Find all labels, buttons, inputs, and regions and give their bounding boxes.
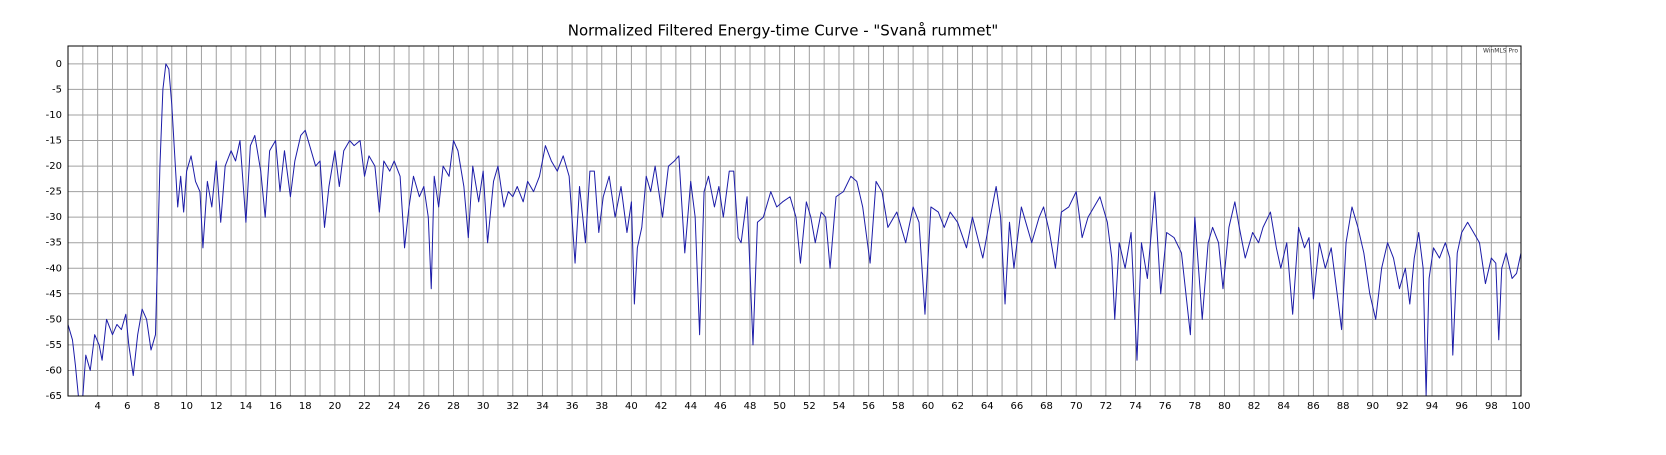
watermark: WinMLS Pro — [1483, 48, 1518, 55]
x-tick-label: 60 — [922, 401, 935, 412]
y-tick-label: -60 — [46, 365, 62, 376]
x-tick-label: 36 — [566, 401, 579, 412]
plot-frame — [67, 45, 1522, 397]
x-tick-label: 90 — [1366, 401, 1379, 412]
x-tick-label: 30 — [477, 401, 490, 412]
x-tick-label: 80 — [1218, 401, 1231, 412]
x-tick-label: 70 — [1070, 401, 1083, 412]
x-tick-label: 68 — [1040, 401, 1053, 412]
x-tick-label: 48 — [744, 401, 757, 412]
y-tick-label: 0 — [56, 59, 62, 70]
x-tick-label: 18 — [299, 401, 312, 412]
x-tick-label: 8 — [154, 401, 160, 412]
grid — [68, 46, 1522, 397]
x-tick-label: 4 — [94, 401, 100, 412]
y-tick-label: -40 — [46, 263, 62, 274]
x-tick-label: 34 — [536, 401, 549, 412]
y-tick-label: -35 — [46, 238, 62, 249]
plot — [67, 63, 1522, 397]
x-tick-label: 24 — [388, 401, 401, 412]
x-tick-label: 28 — [447, 401, 460, 412]
x-tick-label: 6 — [124, 401, 130, 412]
x-tick-label: 88 — [1337, 401, 1350, 412]
x-tick-label: 16 — [269, 401, 282, 412]
x-tick-label: 52 — [803, 401, 816, 412]
x-tick-label: 12 — [210, 401, 223, 412]
y-tick-label: -55 — [46, 340, 62, 351]
x-tick-label: 40 — [625, 401, 638, 412]
x-tick-label: 84 — [1277, 401, 1290, 412]
line — [67, 63, 1522, 397]
chart-title: Normalized Filtered Energy-time Curve - … — [568, 22, 999, 40]
x-tick-label: 32 — [506, 401, 519, 412]
y-tick-label: -50 — [46, 314, 62, 325]
x-tick-label: 86 — [1307, 401, 1320, 412]
x-tick-label: 26 — [417, 401, 430, 412]
x-tick-label: 20 — [329, 401, 342, 412]
x-tick-label: 64 — [981, 401, 994, 412]
x-tick-label: 66 — [1011, 401, 1024, 412]
x-tick-label: 10 — [180, 401, 193, 412]
y-tick-label: -65 — [46, 391, 62, 402]
x-tick-label: 78 — [1188, 401, 1201, 412]
x-tick-label: 76 — [1159, 401, 1172, 412]
x-tick-label: 98 — [1485, 401, 1498, 412]
x-tick-label: 46 — [714, 401, 727, 412]
x-tick-label: 82 — [1248, 401, 1261, 412]
y-tick-label: -45 — [46, 289, 62, 300]
x-tick-label: 44 — [684, 401, 697, 412]
y-tick-label: -20 — [46, 161, 62, 172]
y-tick-label: -30 — [46, 212, 62, 223]
x-tick-label: 56 — [862, 401, 875, 412]
x-tick-label: 74 — [1129, 401, 1142, 412]
x-tick-label: 58 — [892, 401, 905, 412]
x-tick-label: 100 — [1511, 401, 1530, 412]
x-tick-label: 54 — [833, 401, 846, 412]
x-tick-label: 94 — [1426, 401, 1439, 412]
x-tick-label: 42 — [655, 401, 668, 412]
y-tick-label: -15 — [46, 136, 62, 147]
y-tick-label: -5 — [52, 84, 62, 95]
x-tick-label: 62 — [951, 401, 964, 412]
y-tick-label: -25 — [46, 187, 62, 198]
x-tick-label: 50 — [773, 401, 786, 412]
x-tick-label: 38 — [595, 401, 608, 412]
x-tick-label: 72 — [1099, 401, 1112, 412]
x-tick-label: 92 — [1396, 401, 1409, 412]
x-tick-label: 22 — [358, 401, 371, 412]
x-tick-label: 14 — [240, 401, 253, 412]
y-tick-label: -10 — [46, 110, 62, 121]
x-tick-label: 96 — [1455, 401, 1468, 412]
